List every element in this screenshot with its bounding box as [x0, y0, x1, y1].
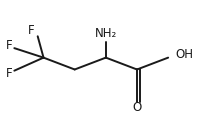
Text: NH₂: NH₂ — [95, 27, 117, 40]
Text: OH: OH — [175, 48, 193, 61]
Text: F: F — [28, 24, 34, 37]
Text: F: F — [6, 67, 13, 80]
Text: F: F — [6, 39, 13, 52]
Text: O: O — [132, 101, 142, 114]
